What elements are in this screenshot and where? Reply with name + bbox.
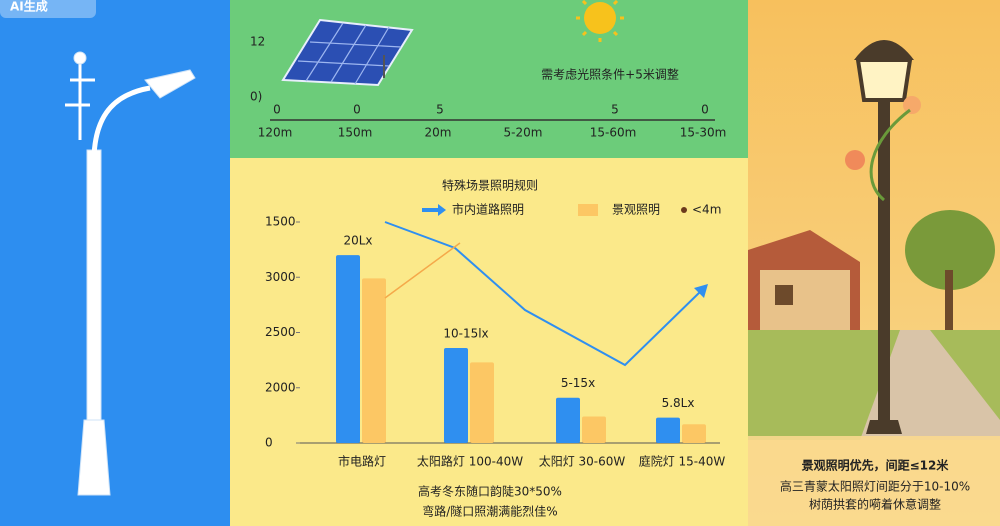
value-label: 10-15lx [443, 326, 488, 340]
bar [362, 278, 386, 443]
scale-distance: 150m [338, 126, 373, 140]
solar-panel [281, 18, 414, 87]
top-left-label: 12 [250, 35, 265, 49]
legend-swatch [578, 204, 598, 216]
right-line: 树荫拱套的嗬着休意调整 [809, 497, 941, 512]
value-label: 20Lx [343, 234, 372, 248]
y-tick-label: 3000 [265, 270, 296, 284]
garden-scene [748, 40, 1000, 526]
scale-distance: 120m [258, 126, 293, 140]
value-label: 5-15x [561, 376, 595, 390]
x-tick-label: 太阳灯 30-60W [539, 454, 626, 469]
chart-panel [230, 158, 748, 526]
x-tick-label: 太阳路灯 100-40W [417, 454, 523, 469]
value-label: 5.8Lx [662, 396, 695, 410]
scale-value: 0 [273, 103, 281, 117]
left-panel [0, 0, 230, 526]
bar [444, 347, 468, 443]
right-title: 景观照明优先，间距≤12米 [802, 458, 950, 473]
top-left-label: 0) [250, 90, 262, 104]
scale-value: 5 [611, 103, 619, 117]
right-line: 高三青蒙太阳照灯间距分于10-10% [780, 479, 970, 494]
x-tick-label: 市电路灯 [338, 454, 386, 469]
scale-distance: 15-60m [590, 126, 637, 140]
trend-line [384, 221, 703, 367]
scale-value: 0 [701, 103, 709, 117]
legend-dot [681, 207, 687, 213]
bar [682, 424, 706, 443]
bottom-note: 高考冬东随口韵陡30*50% [418, 484, 562, 499]
bar [336, 255, 360, 443]
y-tick-label: 2000 [265, 380, 296, 394]
badge: AI生成 [10, 0, 48, 14]
bar [556, 397, 580, 443]
legend-label: 景观照明 [612, 203, 660, 217]
legend-label: <4m [692, 203, 721, 217]
trend-arrow [694, 284, 708, 298]
bar [656, 417, 680, 443]
chart-title: 特殊场景照明规则 [442, 178, 538, 193]
y-tick-label: 2500 [265, 325, 296, 339]
badge-bg [0, 0, 96, 18]
bottom-note: 弯路/隧口照潮满能烈佳% [422, 504, 557, 519]
scale-distance: 15-30m [680, 126, 727, 140]
top-note: 需考虑光照条件+5米调整 [541, 67, 679, 82]
y-tick-label: 0 [265, 436, 273, 450]
scale-distance: 5-20m [504, 126, 543, 140]
street-lamp [65, 51, 196, 496]
trend-line-2 [384, 242, 461, 299]
x-tick-label: 庭院灯 15-40W [639, 454, 726, 469]
legend-arrow-head [438, 204, 446, 216]
y-tick-label: 1500 [265, 215, 296, 229]
scale-value: 0 [353, 103, 361, 117]
bar [470, 362, 494, 443]
scale-value: 5 [436, 103, 444, 117]
legend-label: 市内道路照明 [452, 202, 524, 217]
scale-distance: 20m [425, 126, 452, 140]
sun [576, 0, 624, 42]
bar [582, 416, 606, 443]
